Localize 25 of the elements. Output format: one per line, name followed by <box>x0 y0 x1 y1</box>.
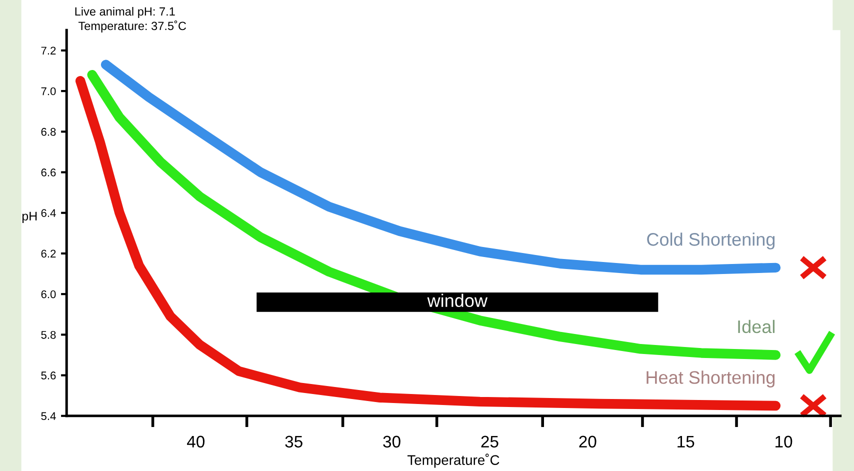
y-tick-label: 5.8 <box>41 330 56 339</box>
y-tick-label: 6.8 <box>41 128 56 136</box>
y-tick-label: 6.2 <box>41 250 56 258</box>
annotation: Temperature: 37.5˚C <box>78 20 186 32</box>
x-axis-title: Temperature˚C <box>407 454 500 468</box>
series-label: Cold Shortening <box>647 232 775 250</box>
x-tick-label: 40 <box>187 436 205 448</box>
series-label: Heat Shortening <box>646 370 775 388</box>
y-axis-title: pH <box>22 212 37 224</box>
x-tick-label: 30 <box>383 436 400 448</box>
y-tick-label: 6.4 <box>41 209 56 218</box>
y-tick-label: 5.4 <box>41 412 56 420</box>
x-tick-label: 15 <box>678 436 694 448</box>
text: Live animal pH: 7.1 <box>75 7 175 18</box>
y-tick-label: 7.2 <box>41 46 56 54</box>
series-label: Ideal <box>738 320 774 334</box>
y-tick-label: 6.0 <box>41 290 56 298</box>
y-tick-label: 7.0 <box>41 87 56 96</box>
x-tick-label: 10 <box>776 436 792 448</box>
y-tick-label: 6.6 <box>41 168 56 176</box>
y-tick-label: 5.6 <box>41 372 56 380</box>
series-label: window <box>427 294 488 308</box>
x-tick-label: 35 <box>285 436 302 448</box>
x-tick-label: 25 <box>481 436 498 448</box>
x-tick-label: 20 <box>579 436 596 448</box>
